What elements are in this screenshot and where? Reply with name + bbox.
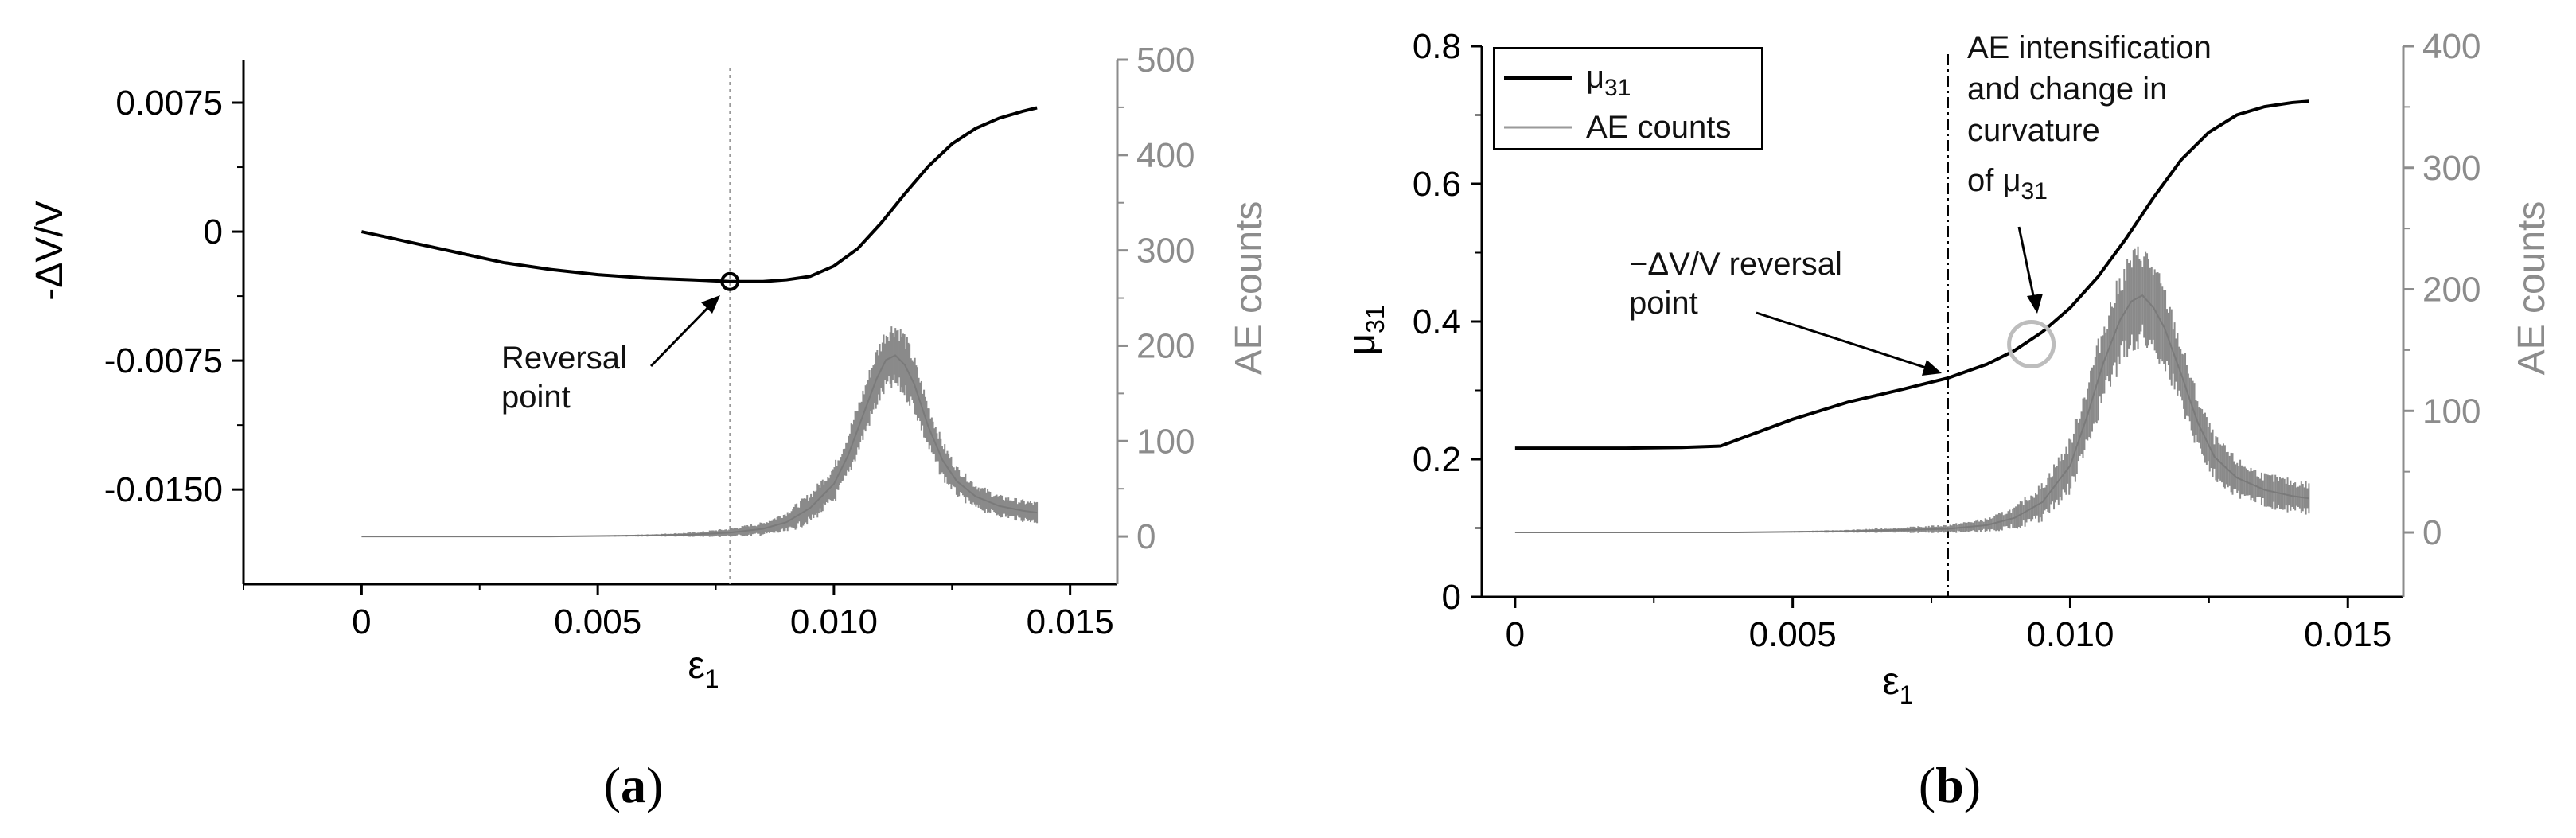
panel-a-xtick-label: 0 [352, 602, 371, 641]
panel-b-reversal-annotation-line1: −ΔV/V reversal [1629, 247, 1842, 282]
panel-b-xtick-label: 0.015 [2304, 615, 2391, 654]
panel-a-ae-counts-line [361, 354, 1038, 538]
panel-a-label: (a) [604, 757, 664, 813]
panel-a: 0.0075 0 -0.0075 -0.0150 0 0.005 0.010 0.015 5… [29, 41, 1270, 813]
panel-b-x-axis-title: ε1 [1882, 661, 1913, 709]
panel-b-y2tick-label: 400 [2422, 27, 2481, 66]
panel-a-ytick-label: 0 [204, 212, 223, 251]
panel-b-ytick-label: 0.4 [1413, 302, 1461, 341]
panel-b-curvature-arrow [2017, 226, 2036, 300]
panel-b-y2tick-label: 100 [2422, 392, 2481, 431]
panel-a-y2tick-label: 300 [1136, 232, 1194, 271]
panel-b-xtick-label: 0 [1506, 615, 1525, 654]
panel-b-curvature-annotation-line4-sub: 31 [2021, 178, 2048, 205]
panel-b-y2tick-label: 300 [2422, 149, 2481, 188]
panel-b-reversal-arrowhead [1922, 360, 1942, 376]
panel-b-y2tick-label: 200 [2422, 271, 2481, 310]
panel-a-x-title-sub: 1 [705, 665, 719, 693]
panel-b-mu31-line [1514, 99, 2309, 450]
panel-b-right-axis: 400 300 200 100 0 [2402, 27, 2481, 597]
panel-a-xtick-label: 0.015 [1027, 602, 1114, 641]
panel-b-legend-ae-label: AE counts [1586, 110, 1731, 145]
panel-b-curvature-annotation-line3: curvature [1967, 113, 2100, 148]
panel-b-label-close: ) [1964, 757, 1981, 813]
panel-b-reversal-arrow [1756, 311, 1927, 369]
panel-b-y-title-sub: 31 [1361, 305, 1389, 333]
panel-b-y2-axis-title: AE counts [2511, 201, 2553, 376]
panel-b-curvature-annotation-line4-main: of μ [1967, 163, 2021, 198]
panel-a-annotation-arrow [649, 301, 715, 368]
panel-b-label: (b) [1919, 757, 1981, 813]
panel-b-curvature-marker [2007, 320, 2056, 369]
panel-b-x-title-main: ε [1882, 661, 1899, 703]
panel-a-xtick-label: 0.005 [554, 602, 641, 641]
panel-a-reversal-marker [720, 271, 740, 291]
panel-b-curvature-arrowhead [2027, 294, 2043, 314]
panel-a-right-axis: 500 400 300 200 100 0 [1116, 41, 1194, 584]
panel-a-ytick-label: 0.0075 [115, 84, 223, 123]
panel-b-legend: μ31 AE counts [1493, 47, 1763, 150]
panel-b-label-letter: b [1935, 757, 1964, 813]
panel-a-ytick-label: -0.0150 [104, 470, 223, 509]
panel-b-ytick-label: 0.8 [1413, 27, 1461, 66]
panel-a-y2tick-label: 500 [1136, 41, 1194, 80]
panel-a-annotation-line2: point [501, 380, 571, 415]
panel-a-annotation-line1: Reversal [501, 341, 627, 376]
panel-b-curvature-annotation-line4: of μ31 [1967, 163, 2048, 205]
panel-b: 0.8 0.6 0.4 0.2 0 0 0.005 0.010 0.015 400 300 200… [1341, 27, 2553, 813]
panel-a-ytick-label: -0.0075 [104, 341, 223, 380]
panel-b-ae-counts-line [1514, 294, 2309, 534]
panel-b-left-axis: 0.8 0.6 0.4 0.2 0 [1413, 27, 1483, 617]
panel-a-dvv-line [360, 106, 1038, 283]
panel-b-reversal-annotation-line2: point [1629, 286, 1698, 321]
panel-a-y-axis-title: -ΔV/V [29, 201, 71, 300]
panel-a-left-axis: 0.0075 0 -0.0075 -0.0150 [104, 60, 245, 584]
panel-a-y2tick-label: 200 [1136, 326, 1194, 365]
panel-a-label-letter: a [621, 757, 646, 813]
panel-a-x-title-main: ε [688, 645, 704, 687]
panel-a-y2tick-label: 100 [1136, 422, 1194, 461]
panel-b-label-open: ( [1919, 757, 1935, 813]
panel-b-y-title-main: μ [1341, 333, 1383, 356]
panel-b-legend-mu31-main: μ [1586, 60, 1604, 95]
panel-a-label-open: ( [604, 757, 621, 813]
panel-b-curvature-annotation-line1: AE intensification [1967, 30, 2212, 65]
panel-a-xtick-label: 0.010 [790, 602, 878, 641]
panel-a-y2tick-label: 0 [1136, 517, 1155, 556]
panel-b-x-title-sub: 1 [1900, 680, 1914, 709]
panel-b-y2tick-label: 0 [2422, 513, 2442, 552]
panel-a-arrowhead [701, 295, 720, 314]
panel-b-ytick-label: 0.2 [1413, 440, 1461, 479]
panel-a-y2-axis-title: AE counts [1228, 201, 1270, 376]
panel-b-bottom-axis: 0 0.005 0.010 0.015 [1482, 595, 2403, 654]
panel-a-y2tick-label: 400 [1136, 136, 1194, 175]
panel-b-ytick-label: 0.6 [1413, 165, 1461, 204]
panel-a-bottom-axis: 0 0.005 0.010 0.015 [243, 583, 1117, 641]
panel-b-legend-mu31-sub: 31 [1604, 75, 1631, 101]
panel-a-ae-noise-band [550, 326, 1039, 537]
panel-b-xtick-label: 0.010 [2026, 615, 2114, 654]
panel-b-xtick-label: 0.005 [1749, 615, 1837, 654]
panel-b-ytick-label: 0 [1442, 578, 1461, 617]
panel-a-label-close: ) [646, 757, 663, 813]
panel-b-curvature-annotation-line2: and change in [1967, 72, 2167, 107]
panel-a-x-axis-title: ε1 [688, 645, 719, 693]
panel-b-legend-mu31-label: μ31 [1586, 60, 1631, 101]
panel-b-legend-box [1493, 47, 1763, 150]
panel-b-y-axis-title: μ31 [1341, 305, 1389, 355]
